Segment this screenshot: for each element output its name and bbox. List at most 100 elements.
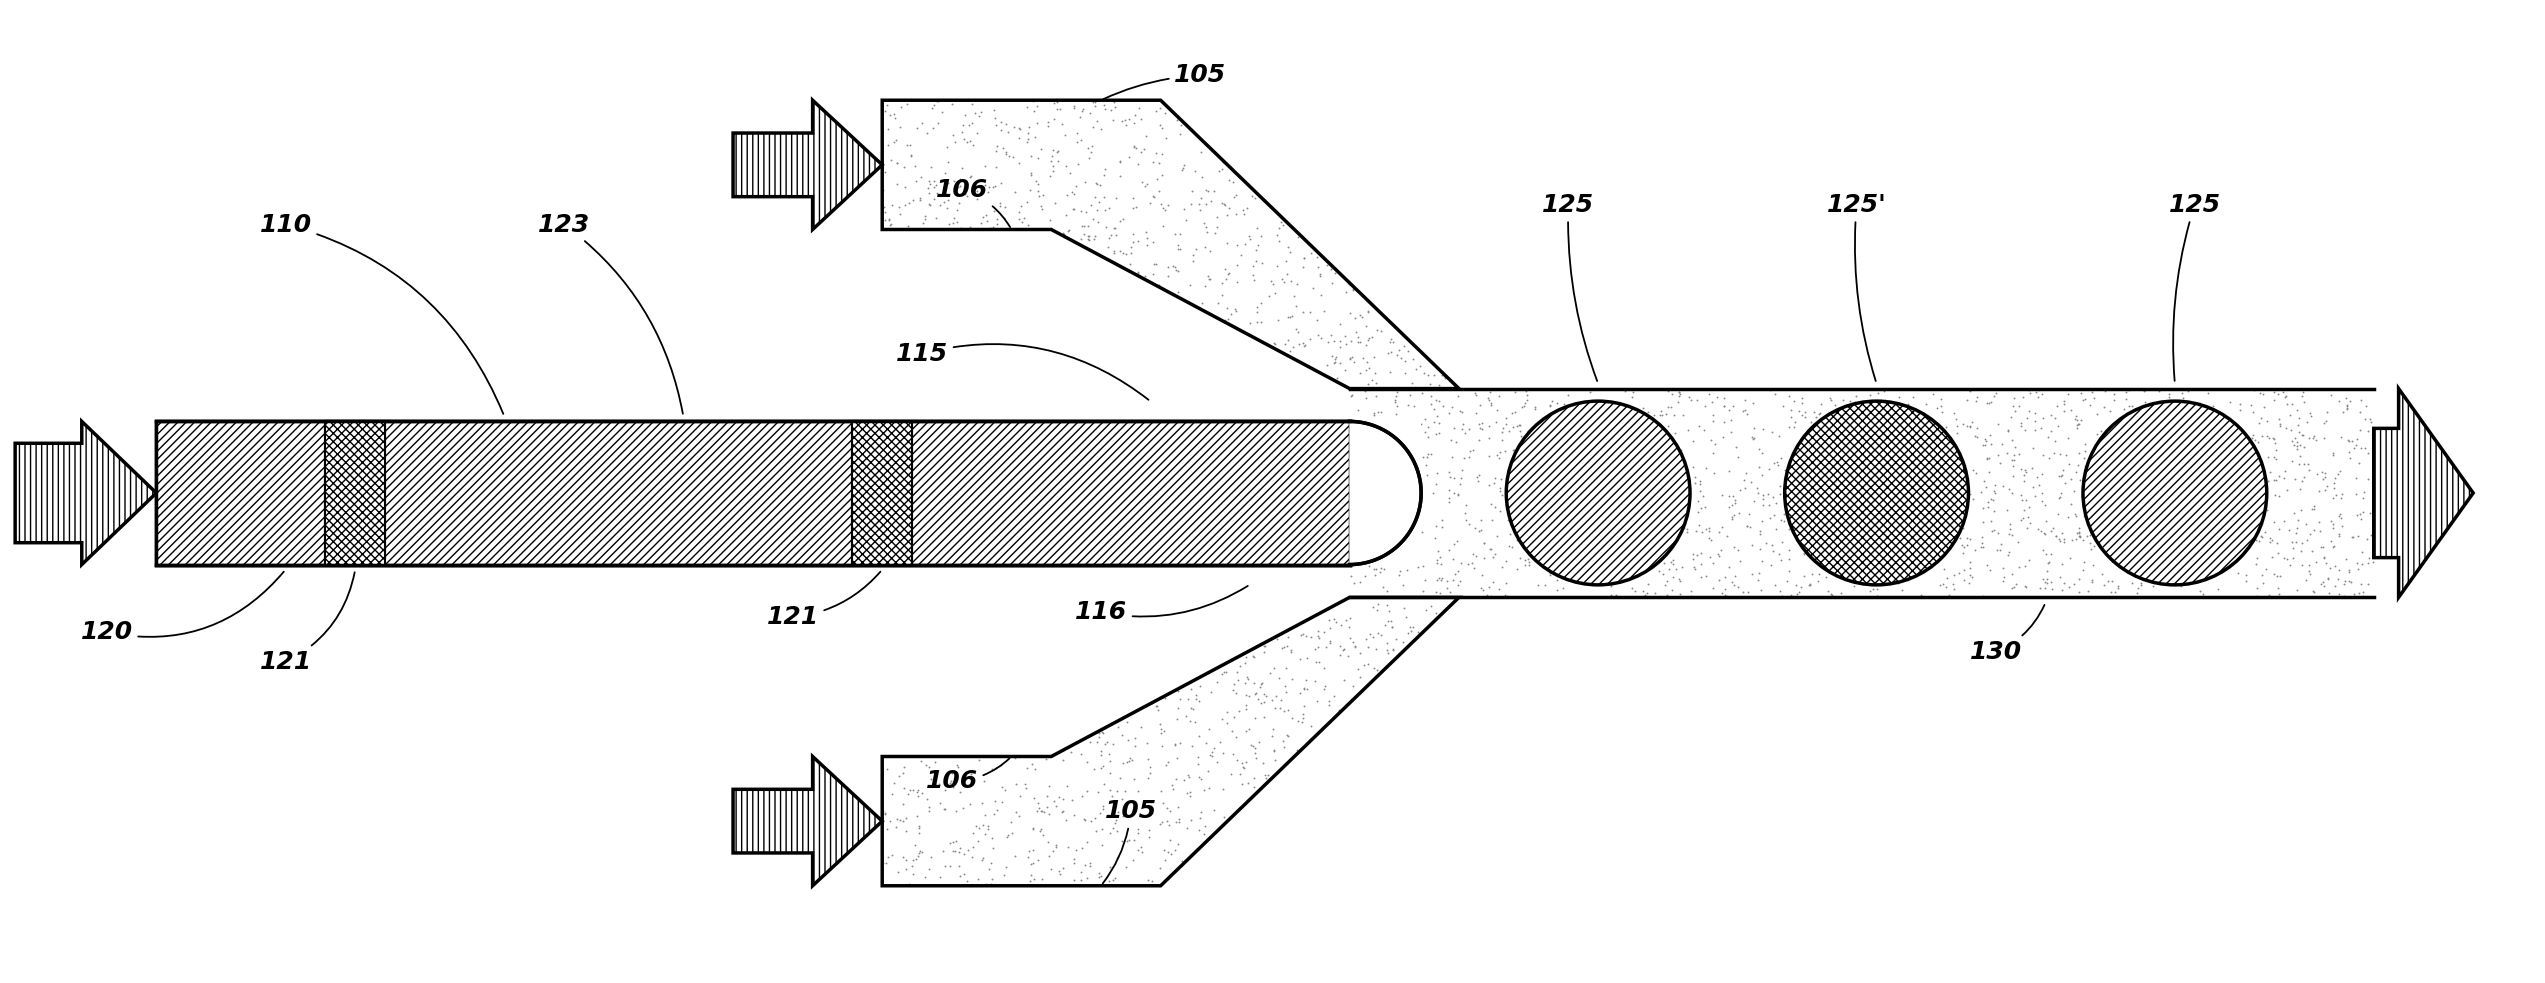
Point (934, 835, 975, 850)
Point (1985, 445, 2026, 461)
Point (1527, 504, 1568, 520)
Point (1860, 401, 1901, 417)
Point (2240, 385, 2280, 401)
Point (1809, 457, 1850, 473)
Point (1738, 523, 1779, 539)
Point (1384, 420, 1425, 435)
Point (1178, 823, 1219, 838)
Point (1703, 488, 1743, 503)
Point (1211, 682, 1252, 698)
Point (2064, 443, 2105, 459)
Point (1224, 755, 1265, 771)
Point (2201, 435, 2242, 451)
Point (893, 782, 934, 798)
Point (1522, 455, 1563, 471)
Point (1573, 464, 1614, 480)
Point (1708, 559, 1748, 575)
Point (2013, 405, 2054, 421)
Point (1059, 109, 1099, 125)
Point (1158, 811, 1199, 827)
Point (1135, 257, 1176, 272)
Point (2255, 488, 2296, 503)
Point (1675, 469, 1715, 485)
Point (1934, 488, 1975, 503)
Point (1270, 642, 1311, 658)
Point (1346, 453, 1387, 469)
Point (2117, 580, 2158, 596)
Point (2196, 480, 2237, 495)
Point (939, 844, 980, 860)
Point (1809, 536, 1850, 551)
Point (1313, 265, 1354, 281)
Point (2107, 423, 2148, 438)
Point (2346, 423, 2387, 438)
Point (1952, 491, 1993, 506)
Point (2168, 555, 2209, 571)
Point (1382, 533, 1423, 549)
Point (1830, 393, 1871, 409)
Point (2179, 412, 2219, 428)
Point (1372, 619, 1412, 635)
Point (2031, 574, 2072, 590)
Point (1229, 737, 1270, 753)
Point (1591, 578, 1631, 594)
Point (1331, 306, 1372, 321)
Point (1392, 529, 1433, 545)
Point (1815, 478, 1855, 493)
Point (1178, 756, 1219, 772)
Point (1374, 480, 1415, 495)
Point (1965, 479, 2005, 494)
Point (921, 843, 962, 859)
Point (2306, 413, 2346, 429)
Point (1415, 414, 1456, 430)
Point (1858, 385, 1899, 401)
Point (1043, 225, 1084, 241)
Point (898, 821, 939, 837)
Point (1023, 872, 1064, 888)
Point (1456, 549, 1496, 564)
Point (1967, 556, 2008, 572)
Point (1077, 784, 1117, 800)
Point (2326, 432, 2367, 447)
Point (1328, 351, 1369, 367)
Point (1975, 522, 2016, 538)
Point (2336, 471, 2377, 487)
Point (2168, 424, 2209, 439)
Point (1858, 480, 1899, 495)
Point (972, 219, 1013, 235)
Point (1970, 513, 2011, 529)
Point (2056, 508, 2097, 524)
Point (2097, 422, 2138, 437)
Point (1064, 857, 1105, 873)
Point (1163, 201, 1204, 216)
Point (1270, 245, 1311, 260)
Point (1272, 288, 1313, 304)
Point (2275, 430, 2316, 445)
Point (1038, 101, 1079, 117)
Point (1278, 742, 1318, 758)
Point (1250, 288, 1290, 304)
Point (1919, 440, 1960, 456)
Point (965, 826, 1005, 841)
Point (2191, 424, 2232, 439)
Point (2214, 466, 2255, 482)
Point (929, 216, 970, 232)
Point (1227, 723, 1267, 739)
Point (1825, 455, 1865, 471)
Point (2016, 414, 2056, 430)
Point (1374, 429, 1415, 444)
Point (962, 209, 1003, 225)
Point (1535, 474, 1575, 490)
Point (2072, 541, 2112, 556)
Point (1336, 418, 1377, 434)
Point (2087, 476, 2128, 492)
Point (1921, 510, 1962, 526)
Point (924, 801, 965, 817)
Point (2339, 585, 2380, 601)
Point (1206, 664, 1247, 679)
Point (1608, 439, 1649, 455)
Point (977, 139, 1018, 154)
Point (1359, 404, 1400, 420)
Point (2013, 423, 2054, 438)
Point (865, 806, 906, 822)
